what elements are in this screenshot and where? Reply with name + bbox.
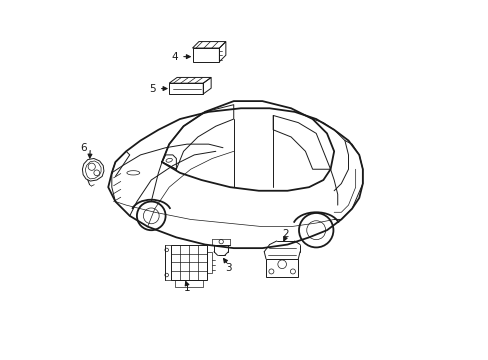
- Text: 5: 5: [149, 84, 155, 94]
- Bar: [265, 259, 298, 277]
- Text: 4: 4: [171, 51, 178, 62]
- Text: 3: 3: [224, 263, 231, 273]
- Bar: [206, 252, 212, 273]
- Bar: [192, 48, 219, 62]
- Text: 1: 1: [183, 283, 190, 293]
- Bar: [169, 83, 203, 94]
- Text: 2: 2: [282, 229, 288, 239]
- Bar: [171, 244, 206, 280]
- Bar: [174, 280, 203, 287]
- Text: 6: 6: [81, 143, 87, 153]
